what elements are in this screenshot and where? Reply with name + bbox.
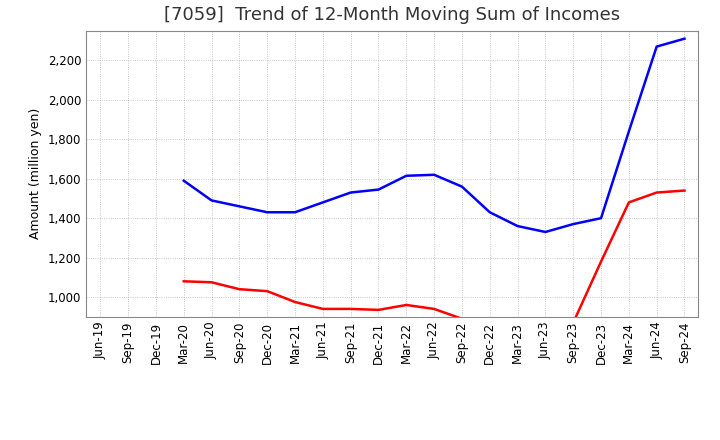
Net Income <box>374 307 383 312</box>
Ordinary Income <box>458 184 467 189</box>
Ordinary Income <box>652 44 661 49</box>
Net Income <box>263 289 271 294</box>
Net Income <box>291 299 300 304</box>
Net Income <box>318 306 327 312</box>
Net Income <box>430 306 438 312</box>
Ordinary Income <box>597 216 606 221</box>
Net Income <box>513 330 522 335</box>
Net Income <box>235 286 243 292</box>
Net Income <box>541 332 550 337</box>
Net Income <box>652 190 661 195</box>
Ordinary Income <box>291 209 300 215</box>
Net Income <box>485 328 494 333</box>
Net Income <box>207 280 216 285</box>
Net Income <box>179 279 188 284</box>
Line: Net Income: Net Income <box>184 191 685 334</box>
Ordinary Income <box>485 209 494 215</box>
Ordinary Income <box>235 204 243 209</box>
Ordinary Income <box>263 209 271 215</box>
Net Income <box>680 188 689 193</box>
Ordinary Income <box>430 172 438 177</box>
Line: Ordinary Income: Ordinary Income <box>184 39 685 232</box>
Ordinary Income <box>346 190 355 195</box>
Ordinary Income <box>680 36 689 41</box>
Y-axis label: Amount (million yen): Amount (million yen) <box>30 108 42 239</box>
Net Income <box>569 320 577 325</box>
Net Income <box>624 200 633 205</box>
Ordinary Income <box>513 224 522 229</box>
Ordinary Income <box>179 178 188 183</box>
Ordinary Income <box>624 129 633 134</box>
Ordinary Income <box>541 229 550 235</box>
Net Income <box>458 316 467 321</box>
Title: [7059]  Trend of 12-Month Moving Sum of Incomes: [7059] Trend of 12-Month Moving Sum of I… <box>164 6 621 24</box>
Ordinary Income <box>207 198 216 203</box>
Net Income <box>597 259 606 264</box>
Ordinary Income <box>374 187 383 192</box>
Net Income <box>402 302 410 308</box>
Ordinary Income <box>318 200 327 205</box>
Net Income <box>346 306 355 312</box>
Ordinary Income <box>569 221 577 227</box>
Ordinary Income <box>402 173 410 178</box>
